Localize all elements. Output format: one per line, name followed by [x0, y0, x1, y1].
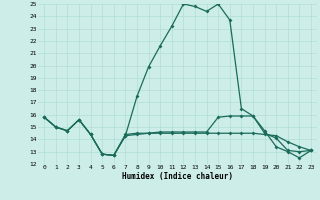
- X-axis label: Humidex (Indice chaleur): Humidex (Indice chaleur): [122, 172, 233, 181]
